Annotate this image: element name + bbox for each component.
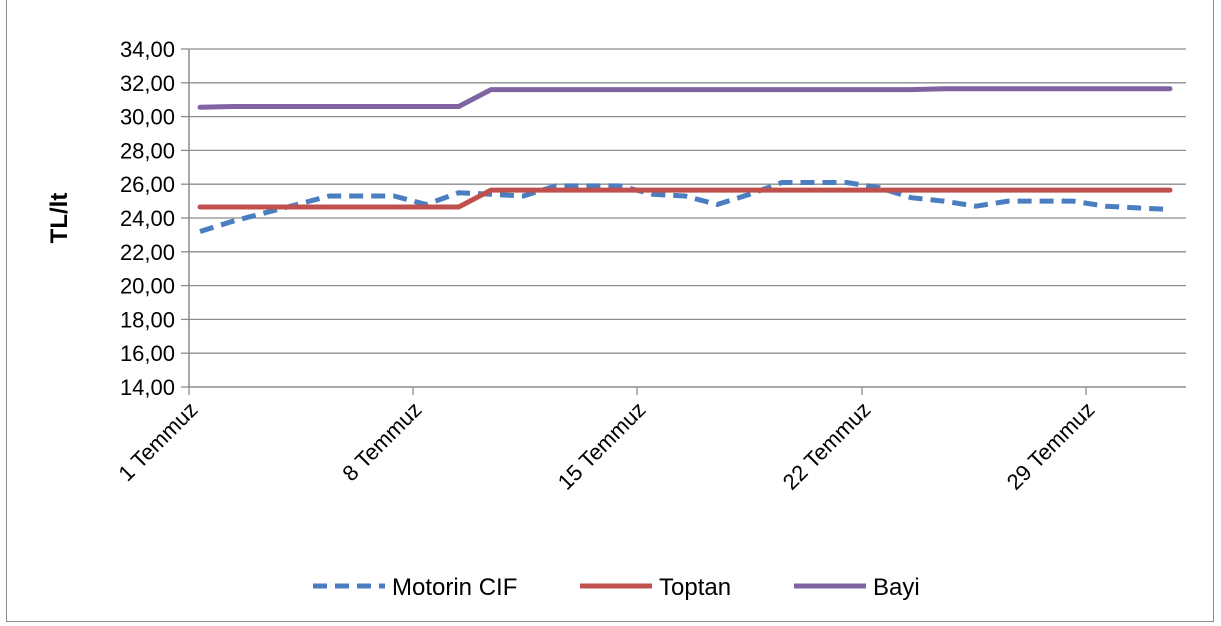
y-tick-label: 18,00 [120, 307, 175, 332]
y-tick-label: 20,00 [120, 274, 175, 299]
y-tick-label: 24,00 [120, 206, 175, 231]
series-line-bayi [197, 86, 1173, 110]
y-tick-label: 34,00 [120, 37, 175, 62]
axes [181, 48, 1186, 395]
x-tick-label: 22 Temmuz [778, 397, 876, 495]
series-lines [197, 86, 1173, 234]
y-tick-label: 28,00 [120, 138, 175, 163]
y-tick-label: 14,00 [120, 375, 175, 400]
y-tick-label: 26,00 [120, 172, 175, 197]
y-tick-labels: 14,00 16,00 18,00 20,00 22,00 24,00 26,00 28,00… [120, 37, 175, 400]
legend: Motorin CIF Toptan Bayi [313, 574, 920, 601]
x-tick-label: 15 Temmuz [553, 397, 651, 495]
x-tick-labels: 1 Temmuz 8 Temmuz 15 Temmuz 22 Temmuz 29 Tem… [113, 397, 1099, 495]
gridlines [189, 48, 1186, 354]
series-line-motorin-cif [199, 180, 1171, 234]
x-tick-label: 8 Temmuz [337, 397, 426, 486]
x-tick-label: 1 Temmuz [113, 397, 202, 486]
x-tick-label: 29 Temmuz [1002, 397, 1100, 495]
y-tick-label: 30,00 [120, 105, 175, 130]
y-tick-label: 32,00 [120, 71, 175, 96]
y-tick-label: 16,00 [120, 341, 175, 366]
series-line-toptan [197, 187, 1173, 210]
legend-label: Toptan [659, 574, 731, 601]
legend-label: Bayi [873, 574, 920, 601]
chart-frame [6, 0, 1214, 622]
y-tick-label: 22,00 [120, 240, 175, 265]
legend-label: Motorin CIF [392, 574, 517, 601]
y-axis-title: TL/lt [46, 193, 73, 244]
